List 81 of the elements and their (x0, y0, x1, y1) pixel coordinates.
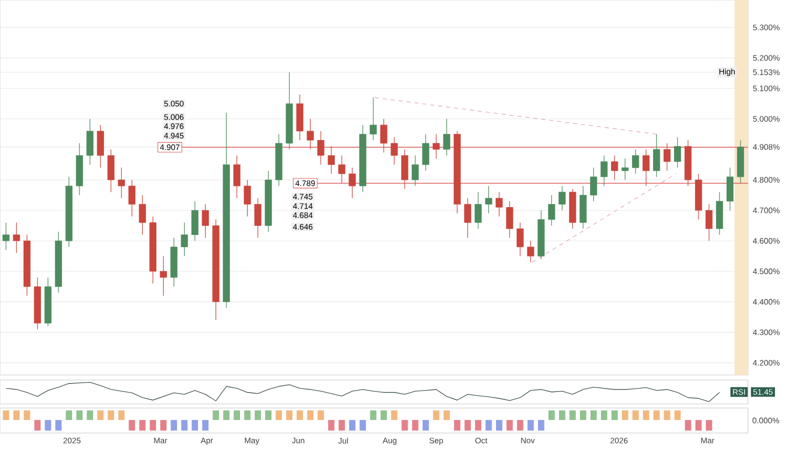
candlestick (432, 134, 440, 159)
candlestick (527, 240, 534, 263)
annotation: 4.646 (292, 224, 312, 230)
x-tick-label: May (244, 438, 260, 445)
y-tick-label: 4.800% (752, 177, 780, 183)
y-tick-label: 4.600% (752, 238, 780, 244)
candlestick (244, 180, 251, 217)
candlestick (622, 158, 629, 180)
candlestick (516, 222, 524, 256)
x-tick-label: Jul (338, 438, 348, 444)
candlestick (674, 136, 682, 168)
candlestick (474, 192, 482, 229)
annotation: 4.745 (292, 194, 312, 200)
candlestick (611, 155, 618, 180)
candlestick (138, 194, 146, 236)
candlestick (306, 118, 314, 150)
candlestick (180, 222, 188, 256)
candlestick (496, 192, 503, 217)
candlestick (317, 130, 324, 165)
y-tick-label: 4.700% (752, 208, 780, 214)
ref-line-label: 4.907 (160, 144, 180, 150)
y-tick-label: 4.908% (752, 144, 780, 150)
y-tick-label: 4.500% (752, 268, 780, 274)
candlestick (160, 256, 167, 296)
candlestick (348, 167, 356, 199)
x-tick-label: 2025 (63, 438, 81, 444)
y-tick-label: 5.300% (753, 24, 780, 30)
candlestick (653, 134, 660, 178)
ref-line-label: 4.789 (295, 180, 315, 186)
candlestick (254, 198, 262, 238)
candlestick (664, 142, 671, 172)
annotation: 4.945 (164, 132, 184, 139)
candlestick (128, 180, 136, 217)
candlestick (632, 149, 640, 174)
candlestick (485, 186, 492, 214)
candlestick (590, 167, 598, 202)
y-tick-label: 4.400% (752, 299, 780, 305)
x-tick-label: 2026 (610, 438, 628, 444)
candlestick (233, 155, 240, 199)
candlestick (380, 118, 388, 153)
candlestick (706, 204, 713, 242)
text: 0.000% (752, 418, 780, 424)
candlestick (558, 186, 566, 211)
y-tick-label: 5.200% (753, 55, 780, 61)
candlestick (422, 134, 430, 172)
y-tick-label: 4.200% (752, 360, 780, 366)
candlestick (202, 204, 209, 238)
candlestick (12, 222, 20, 254)
candlestick (506, 200, 514, 238)
candlestick (118, 167, 125, 199)
candlestick (600, 155, 608, 186)
annotation: 5.006 (164, 114, 184, 120)
annotation: 4.714 (292, 203, 313, 209)
x-tick-label: Jun (292, 438, 304, 444)
candlestick (390, 136, 398, 165)
annotation: RSI (733, 389, 745, 395)
x-tick-label: Nov (521, 438, 535, 444)
candlestick (370, 97, 377, 141)
annotation: 5.050 (164, 100, 184, 106)
annotation: 4.684 (292, 212, 313, 218)
candlestick (464, 198, 472, 238)
candlestick (412, 155, 419, 186)
candlestick (548, 194, 556, 226)
y-tick-label: 5.100% (753, 86, 780, 92)
candlestick (338, 155, 346, 184)
annotation: High (719, 68, 735, 76)
x-tick-label: Apr (200, 438, 213, 445)
candlestick (443, 118, 450, 156)
annotation: 4.976 (164, 123, 184, 130)
y-tick-label: 5.153% (753, 69, 780, 76)
text: 51.45 (753, 389, 773, 395)
y-tick-label: 5.000% (753, 116, 780, 122)
x-tick-label: Aug (382, 438, 396, 445)
x-tick-label: Oct (475, 438, 488, 444)
candlestick (642, 149, 650, 186)
y-tick-label: 4.300% (752, 329, 780, 336)
candlestick (2, 222, 10, 250)
x-tick-label: Mar (154, 438, 168, 444)
x-tick-label: Sep (429, 438, 443, 445)
candlestick (328, 146, 335, 174)
x-tick-label: Mar (701, 438, 714, 444)
